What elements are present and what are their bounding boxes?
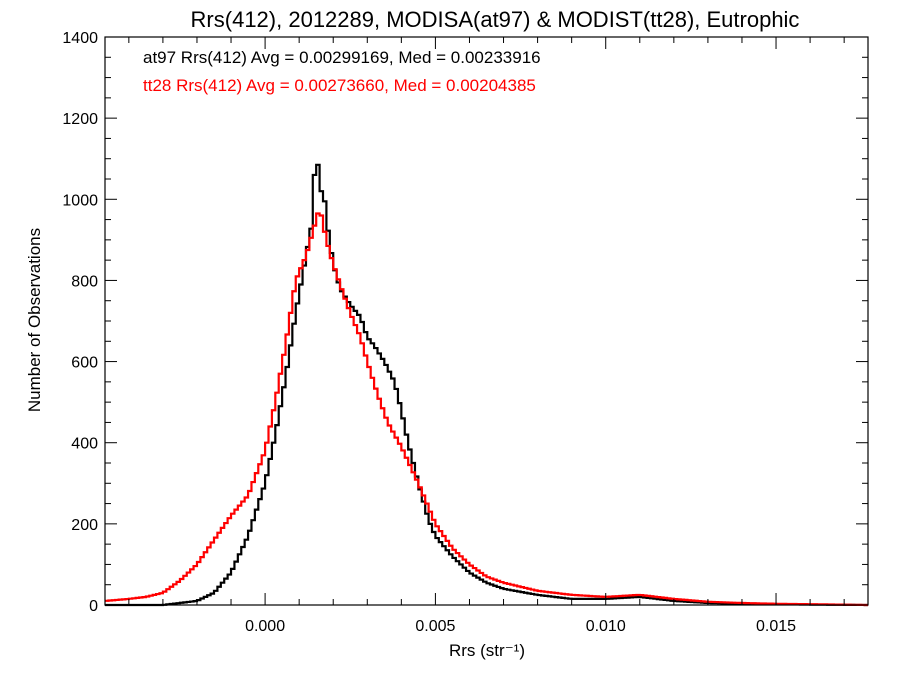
y-axis-label: Number of Observations [25,228,44,412]
series-at97-line [105,163,868,607]
series-stats-at97: at97 Rrs(412) Avg = 0.00299169, Med = 0.… [143,48,541,67]
chart-title: Rrs(412), 2012289, MODISA(at97) & MODIST… [191,7,800,32]
y-tick-label: 0 [89,598,98,615]
x-axis-label: Rrs (str⁻¹) [449,641,525,660]
plot-area [105,163,868,607]
y-tick-label: 400 [71,436,98,453]
axes: 0.000 0.005 0.010 0.015 0 200 400 600 800 1000 120… [62,30,869,635]
y-tick-label: 200 [71,517,98,534]
y-tick-label: 1000 [62,192,98,209]
y-tick-label: 1200 [62,111,98,128]
y-tick-label: 600 [71,355,98,372]
plot-frame [104,36,869,606]
x-tick-label: 0.005 [415,618,455,635]
y-tick-label: 1400 [62,30,98,47]
x-tick-label: 0.010 [586,618,626,635]
y-tick-label: 800 [71,273,98,290]
x-tick-label: 0.000 [245,618,285,635]
x-tick-label: 0.015 [756,618,796,635]
series-tt28-line [105,212,868,607]
series-stats-tt28: tt28 Rrs(412) Avg = 0.00273660, Med = 0.… [143,76,536,95]
